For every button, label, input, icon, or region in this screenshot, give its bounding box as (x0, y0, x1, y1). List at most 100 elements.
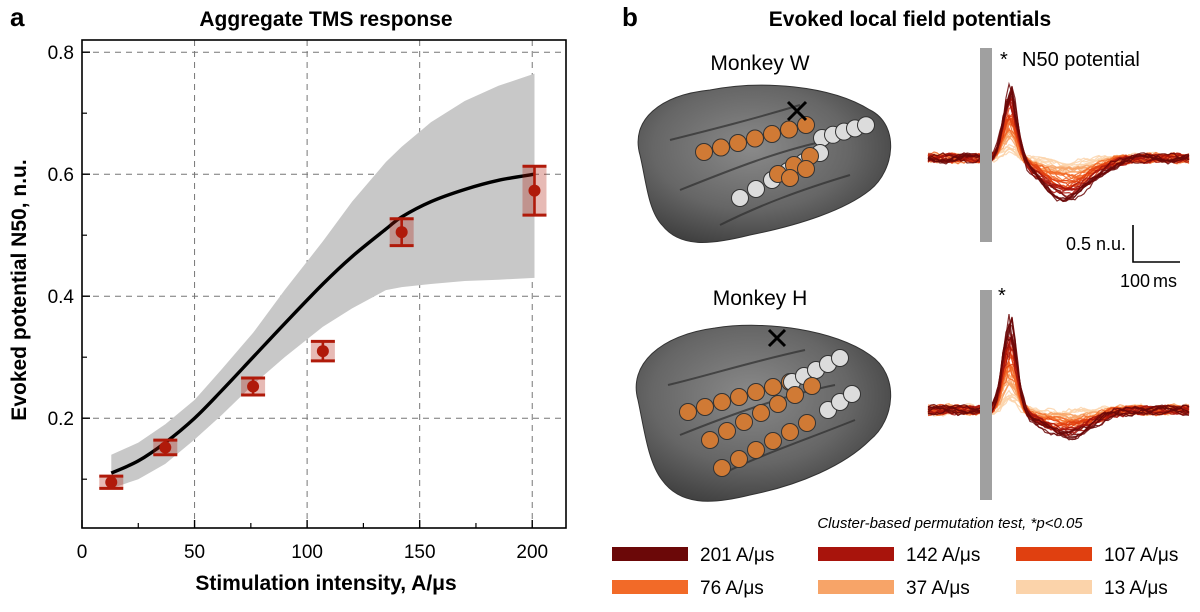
y-tick-label: 0.2 (48, 409, 74, 430)
legend-item: 37 A/μs (818, 578, 970, 599)
electrode (718, 422, 736, 440)
legend-label: 76 A/μs (700, 578, 764, 599)
legend-swatch (1016, 580, 1092, 594)
data-point (310, 339, 335, 363)
electrode (781, 423, 799, 441)
electrode (843, 385, 861, 403)
lfp-trace (927, 112, 1190, 187)
legend-item: 142 A/μs (818, 545, 980, 566)
electrode (803, 377, 821, 395)
stim-site-monkey-w (786, 100, 808, 122)
electrode (701, 431, 719, 449)
electrode (746, 129, 764, 148)
electrode (769, 395, 787, 413)
electrode (781, 169, 799, 187)
x-axis-label: Stimulation intensity, A/μs (195, 572, 456, 595)
electrode (731, 189, 749, 207)
n50-label: N50 potential (1022, 49, 1140, 71)
legend-swatch (612, 580, 688, 594)
monkey-w-label: Monkey W (710, 52, 809, 75)
legend-swatch (1016, 547, 1092, 561)
electrode (730, 388, 748, 406)
confidence-band (111, 73, 535, 489)
scale-x-unit: ms (1153, 271, 1177, 291)
panel-letter-a: a (10, 2, 25, 32)
data-point (99, 474, 124, 490)
lfp-trace (927, 98, 1190, 190)
electrode (747, 441, 765, 459)
lfp-trace (927, 87, 1190, 202)
data-point (153, 438, 178, 457)
electrode (797, 116, 815, 134)
electrode (695, 143, 713, 161)
panel-b: b Evoked local field potentials Monkey W… (600, 0, 1200, 607)
y-tick-label: 0.8 (48, 43, 74, 64)
electrode (780, 120, 798, 139)
electrode (679, 403, 697, 421)
fit-curve (110, 172, 535, 475)
panel-a: a Aggregate TMS response Stimulation int… (0, 0, 600, 607)
band-area (111, 73, 535, 489)
electrode (747, 383, 765, 401)
tms-response-chart: a Aggregate TMS response Stimulation int… (8, 2, 567, 595)
electrodes-monkey-w (695, 116, 875, 207)
x-tick-label: 0 (77, 542, 88, 563)
electrode (764, 378, 782, 396)
legend-label: 37 A/μs (906, 578, 970, 599)
x-tick-label: 50 (184, 542, 205, 563)
x-tick-label: 200 (516, 542, 548, 563)
lfp-trace (927, 119, 1190, 179)
electrode (747, 180, 765, 198)
electrode (752, 404, 770, 422)
data-point (389, 217, 414, 248)
scale-x-value: 100 (1120, 271, 1150, 291)
electrodes-monkey-h (679, 349, 861, 477)
stim-site-monkey-h (767, 328, 787, 348)
lfp-trace (927, 85, 1190, 203)
electrode (696, 398, 714, 416)
panel-letter-b: b (622, 2, 638, 32)
electrode (831, 349, 849, 367)
legend-swatch (818, 547, 894, 561)
y-axis-label: Evoked potential N50, n.u. (8, 159, 31, 420)
panel-b-title: Evoked local field potentials (769, 8, 1051, 31)
stim-artifact-bar-h (980, 290, 992, 500)
monkey-h-label: Monkey H (713, 287, 808, 310)
legend: 201 A/μs 142 A/μs 107 A/μs 76 A/μs 37 A/μs 13… (612, 545, 1178, 599)
electrode (786, 386, 804, 404)
lfp-traces-monkey-h (927, 314, 1190, 441)
lfp-trace (927, 317, 1190, 438)
lfp-trace (927, 324, 1190, 441)
lfp-trace (927, 113, 1190, 188)
legend-swatch (612, 547, 688, 561)
legend-label: 142 A/μs (906, 545, 980, 566)
test-note: Cluster-based permutation test, *p<0.05 (817, 515, 1083, 532)
data-point (522, 164, 547, 217)
axis-ticks: 0 50 100 150 200 0.2 0.4 0.6 0.8 (48, 43, 549, 563)
data-points (99, 164, 547, 490)
legend-label: 13 A/μs (1104, 578, 1168, 599)
scale-y-label: 0.5 n.u. (1066, 234, 1126, 254)
legend-item: 76 A/μs (612, 578, 764, 599)
lfp-traces-monkey-w (927, 81, 1190, 203)
legend-label: 201 A/μs (700, 545, 774, 566)
lfp-trace (927, 97, 1190, 192)
plot-frame (81, 39, 567, 529)
n50-star-h: * (998, 285, 1006, 307)
legend-item: 201 A/μs (612, 545, 774, 566)
lfp-figure: b Evoked local field potentials Monkey W… (612, 2, 1190, 599)
stim-artifact-bar-w (980, 48, 992, 242)
n50-star-w: * (1000, 49, 1008, 71)
electrode (857, 116, 875, 135)
electrode (729, 134, 747, 152)
lfp-trace (927, 86, 1189, 199)
scale-bar: 0.5 n.u. 100 ms (1066, 225, 1180, 291)
y-tick-label: 0.6 (48, 165, 74, 186)
chart-title: Aggregate TMS response (199, 8, 452, 31)
electrode (797, 160, 815, 178)
lfp-trace (927, 81, 1190, 201)
electrode (764, 432, 782, 450)
brain-monkey-w (637, 84, 892, 244)
x-tick-label: 150 (404, 542, 436, 563)
legend-item: 107 A/μs (1016, 545, 1178, 566)
